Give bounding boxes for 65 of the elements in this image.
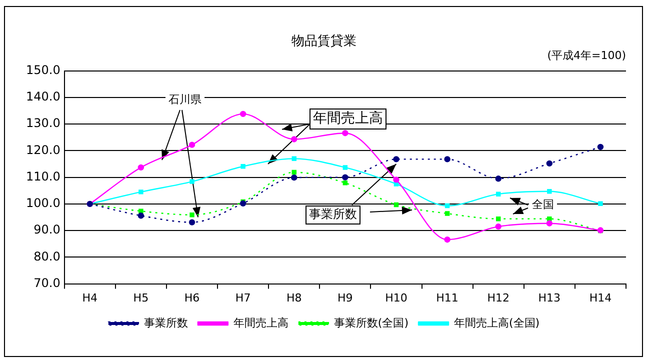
x-tick-label: H4 bbox=[82, 291, 98, 304]
point bbox=[138, 164, 144, 171]
point bbox=[291, 174, 298, 181]
point bbox=[394, 202, 399, 208]
point bbox=[444, 156, 450, 162]
point bbox=[597, 144, 604, 150]
annotation: 全国 bbox=[532, 198, 554, 211]
annotation: 年間売上高 bbox=[313, 110, 383, 127]
point bbox=[188, 142, 196, 148]
point bbox=[138, 212, 144, 219]
chart-subtitle: (平成4年=100) bbox=[547, 49, 626, 62]
y-tick-label: 70.0 bbox=[34, 276, 60, 290]
point bbox=[292, 170, 296, 175]
point bbox=[342, 180, 348, 186]
point bbox=[598, 201, 603, 206]
x-tick-label: H8 bbox=[286, 291, 302, 304]
legend-label: 事業所数 bbox=[144, 316, 188, 330]
legend-label: 年間売上高(全国) bbox=[454, 316, 540, 330]
point bbox=[393, 156, 400, 162]
legend-label: 年間売上高 bbox=[233, 316, 288, 330]
point bbox=[547, 216, 552, 222]
x-tick-label: H7 bbox=[235, 291, 251, 304]
point bbox=[342, 174, 348, 180]
annotation: 事業所数 bbox=[309, 207, 357, 222]
annotation: 石川県 bbox=[168, 92, 202, 106]
point bbox=[444, 236, 450, 243]
x-tick-label: H11 bbox=[436, 291, 458, 304]
point bbox=[240, 110, 246, 118]
point bbox=[138, 190, 144, 194]
point bbox=[291, 136, 298, 142]
chart-title: 物品賃貸業 bbox=[292, 34, 356, 50]
y-tick-label: 130.0 bbox=[26, 116, 60, 130]
point bbox=[138, 208, 144, 214]
point bbox=[546, 160, 553, 167]
point bbox=[342, 130, 348, 136]
point bbox=[547, 189, 552, 194]
point bbox=[496, 192, 501, 196]
y-tick-label: 100.0 bbox=[26, 196, 60, 210]
y-tick-label: 140.0 bbox=[26, 90, 60, 104]
y-tick-label: 120.0 bbox=[26, 142, 60, 157]
y-tick-label: 80.0 bbox=[34, 249, 60, 264]
point bbox=[190, 212, 194, 218]
x-tick-label: H13 bbox=[538, 291, 561, 304]
point bbox=[495, 223, 502, 230]
x-tick-label: H14 bbox=[589, 291, 612, 304]
x-tick-label: H5 bbox=[133, 291, 149, 304]
point bbox=[188, 219, 196, 226]
point bbox=[240, 164, 246, 169]
point bbox=[190, 179, 194, 184]
y-tick-label: 110.0 bbox=[26, 169, 60, 184]
x-tick-label: H6 bbox=[184, 291, 200, 304]
point bbox=[546, 220, 553, 226]
y-tick-label: 150.0 bbox=[26, 62, 60, 77]
x-tick-label: H9 bbox=[338, 291, 353, 304]
point bbox=[444, 203, 450, 208]
point bbox=[496, 216, 501, 222]
point bbox=[495, 176, 502, 182]
point bbox=[393, 176, 400, 183]
y-tick-label: 90.0 bbox=[34, 222, 60, 237]
x-tick-label: H12 bbox=[487, 291, 510, 304]
legend-label: 事業所数(全国) bbox=[334, 316, 409, 330]
point bbox=[342, 165, 348, 170]
point bbox=[292, 156, 296, 162]
point bbox=[444, 211, 450, 216]
x-tick-label: H10 bbox=[385, 291, 408, 304]
